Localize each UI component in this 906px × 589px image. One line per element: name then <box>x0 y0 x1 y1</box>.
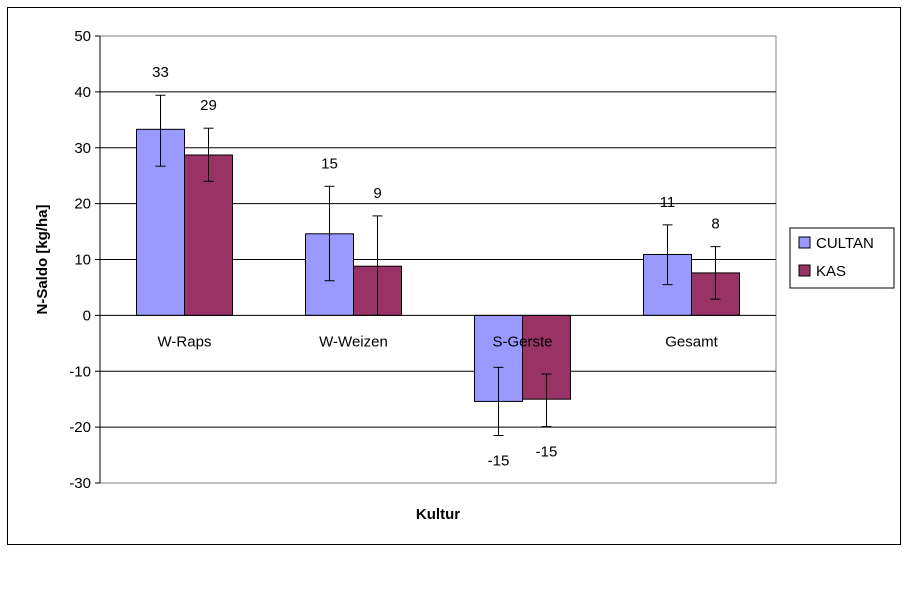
category-label: W-Raps <box>158 333 212 350</box>
legend: CULTAN KAS <box>789 227 895 289</box>
data-label: 29 <box>200 97 217 114</box>
data-label: -15 <box>536 444 558 461</box>
y-tick-label: -10 <box>69 363 91 380</box>
category-labels: W-Raps W-Weizen S-Gerste Gesamt <box>158 333 719 350</box>
data-label: 33 <box>152 64 169 81</box>
data-label: 11 <box>660 194 676 211</box>
data-label: 15 <box>321 155 338 172</box>
y-tick-label: 40 <box>74 84 91 101</box>
y-tick-label: 20 <box>74 196 91 213</box>
category-label: W-Weizen <box>319 333 388 350</box>
legend-label-cultan: CULTAN <box>816 235 874 252</box>
category-label: Gesamt <box>665 333 718 350</box>
category-label: S-Gerste <box>492 333 552 350</box>
y-tick-label: -20 <box>69 419 91 436</box>
y-tick-label: 10 <box>74 252 91 269</box>
y-tick-label: 50 <box>74 28 91 45</box>
y-tick-label: 0 <box>83 307 91 324</box>
legend-swatch-cultan <box>798 236 811 249</box>
y-tick-label: -30 <box>69 475 91 492</box>
y-tick-label: 30 <box>74 140 91 157</box>
data-label: 9 <box>373 185 381 202</box>
data-label: -15 <box>488 453 510 470</box>
legend-label-kas: KAS <box>816 263 846 280</box>
data-label: 8 <box>711 216 719 233</box>
data-labels: 33 29 15 9 -15 -15 11 8 <box>152 64 720 469</box>
x-axis-title: Kultur <box>416 506 460 523</box>
y-axis-ticks: 50 40 30 20 10 0 -10 -20 -30 <box>69 28 100 492</box>
y-axis-title: N-Saldo [kg/ha] <box>34 204 51 314</box>
legend-swatch-kas <box>798 264 811 277</box>
